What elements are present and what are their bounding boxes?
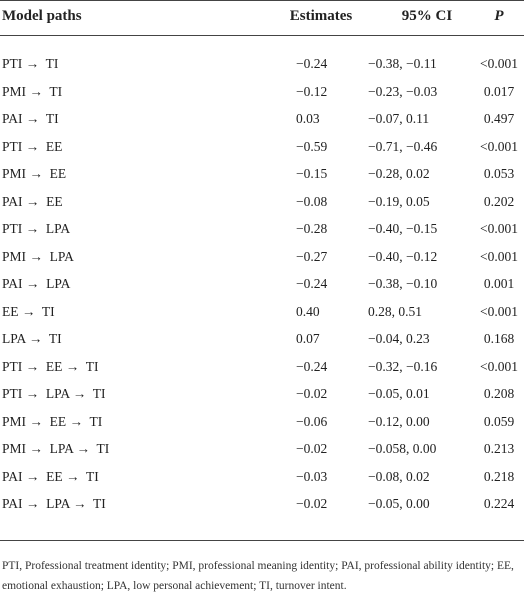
estimate: 0.40 [296,303,320,319]
p-value: <0.001 [480,221,518,236]
p-value: 0.497 [483,111,515,126]
model-path: PTI → LPA → TI [2,386,106,401]
p-value: <0.001 [480,303,518,319]
confidence-interval: −0.71, −0.46 [368,138,438,154]
confidence-interval: 0.28, 0.51 [368,303,422,319]
p-value: 0.059 [483,413,515,429]
model-path: PMI → EE [2,166,67,181]
p-value: <0.001 [480,358,518,374]
confidence-interval: −0.05, 0.00 [368,496,430,511]
confidence-interval: −0.40, −0.15 [368,221,438,236]
estimate: −0.02 [296,386,328,401]
model-path: PMI → LPA [2,248,74,264]
p-value: 0.213 [483,441,515,456]
estimate: −0.28 [296,221,328,236]
confidence-interval: −0.08, 0.02 [368,468,430,484]
confidence-interval: −0.12, 0.00 [368,413,430,429]
estimate: −0.12 [296,83,328,99]
estimate: −0.02 [296,496,328,511]
p-value: 0.218 [483,468,515,484]
estimate: −0.24 [296,358,328,374]
confidence-interval: −0.38, −0.11 [368,56,437,71]
p-value: 0.001 [483,276,515,291]
p-value: 0.168 [483,331,515,346]
confidence-interval: −0.19, 0.05 [368,193,430,209]
confidence-interval: −0.04, 0.23 [368,331,430,346]
estimate: −0.59 [296,138,328,154]
p-value: 0.208 [483,386,515,401]
model-path: PMI → EE → TI [2,413,103,429]
column-header: Estimates [289,8,353,24]
p-value: 0.224 [483,496,515,511]
model-path: PAI → TI [2,111,59,126]
column-header: Model paths [2,8,82,24]
confidence-interval: −0.23, −0.03 [368,83,438,99]
estimate: −0.02 [296,441,328,456]
estimate: −0.24 [296,56,328,71]
model-path: PAI → EE [2,193,63,209]
p-value: 0.202 [483,193,515,209]
confidence-interval: −0.32, −0.16 [368,358,438,374]
estimate: 0.07 [296,331,320,346]
p-value: 0.053 [483,166,515,181]
p-value: 0.017 [483,83,515,99]
confidence-interval: −0.07, 0.11 [368,111,430,126]
model-path: PAI → EE → TI [2,468,99,484]
estimate: −0.08 [296,193,328,209]
estimate: −0.24 [296,276,328,291]
model-path: PAI → LPA [2,276,71,291]
estimate: 0.03 [296,111,320,126]
column-header: P [494,8,504,24]
model-path: PAI → LPA → TI [2,496,106,511]
model-path: PMI → TI [2,83,63,99]
confidence-interval: −0.058, 0.00 [368,441,437,456]
confidence-interval: −0.05, 0.01 [368,386,430,401]
confidence-interval: −0.38, −0.10 [368,276,438,291]
model-path: PTI → LPA [2,221,71,236]
model-path: PTI → EE [2,138,63,154]
p-value: <0.001 [480,248,518,264]
footnote: PTI, Professional treatment identity; PM… [2,560,514,592]
model-path: EE → TI [2,303,55,319]
estimate: −0.15 [296,166,328,181]
model-path: PMI → LPA → TI [2,441,110,456]
header-rule [0,35,524,36]
column-header: 95% CI [401,8,453,24]
confidence-interval: −0.40, −0.12 [368,248,438,264]
confidence-interval: −0.28, 0.02 [368,166,430,181]
model-path: PTI → EE → TI [2,358,99,374]
bottom-rule [0,540,524,541]
estimate: −0.27 [296,248,328,264]
estimate: −0.03 [296,468,328,484]
top-rule [0,0,524,1]
model-path: PTI → TI [2,56,59,71]
p-value: <0.001 [480,138,518,154]
estimate: −0.06 [296,413,328,429]
model-path: LPA → TI [2,331,62,346]
p-value: <0.001 [480,56,518,71]
